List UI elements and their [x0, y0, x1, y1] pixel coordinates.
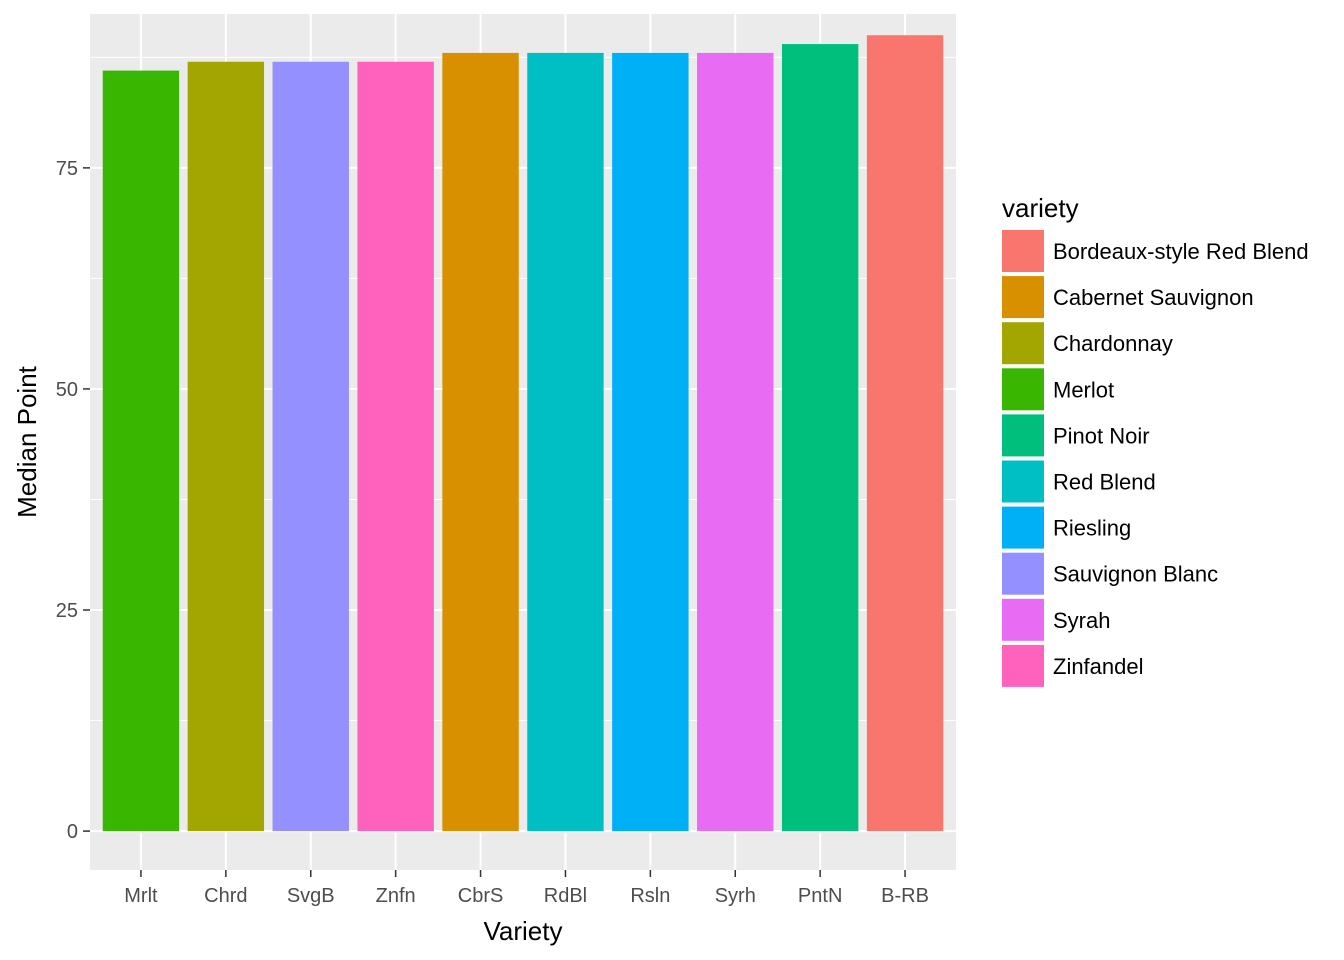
legend-swatch [1002, 506, 1044, 549]
x-tick-label: PntN [798, 885, 842, 907]
legend-label: Riesling [1053, 516, 1131, 541]
x-tick-label: Syrh [715, 885, 756, 907]
bar-b-rb [866, 35, 944, 832]
x-tick-label: Znfn [376, 885, 416, 907]
legend-swatch [1002, 368, 1044, 411]
bar-syrh [697, 52, 774, 832]
bar-znfn [357, 61, 434, 832]
x-tick-label: Mrlt [124, 885, 158, 907]
x-tick-label: RdBl [544, 885, 587, 907]
legend-label: Syrah [1053, 608, 1110, 633]
bar-rdbl [527, 52, 604, 832]
legend-label: Bordeaux-style Red Blend [1053, 239, 1309, 264]
x-tick-label: CbrS [458, 885, 504, 907]
legend-swatch [1002, 414, 1044, 457]
legend-label: Zinfandel [1053, 654, 1144, 679]
legend-title: variety [1002, 193, 1079, 223]
bar-cbrs [442, 52, 519, 832]
legend-swatch [1002, 598, 1044, 641]
bar-pntn [781, 44, 859, 832]
legend-swatch [1002, 644, 1044, 687]
bar-svgb [272, 61, 349, 832]
legend-swatch [1002, 230, 1044, 272]
legend-swatch [1002, 276, 1044, 319]
x-tick-label: Rsln [630, 885, 670, 907]
legend-swatch [1002, 552, 1044, 595]
bar-chrd [187, 61, 265, 832]
legend-label: Merlot [1053, 377, 1114, 402]
legend-label: Chardonnay [1053, 331, 1173, 356]
legend: variety Bordeaux-style Red Blend Cabernet… [1002, 193, 1309, 687]
bar-mrlt [102, 70, 180, 832]
legend-label: Red Blend [1053, 470, 1156, 495]
x-tick-label: B-RB [881, 885, 929, 907]
x-axis-title: Variety [484, 916, 563, 946]
legend-label: Sauvignon Blanc [1053, 562, 1218, 587]
y-tick-label: 50 [56, 379, 78, 401]
y-tick-label: 0 [67, 821, 78, 843]
legend-label: Cabernet Sauvignon [1053, 285, 1254, 310]
legend-label: Pinot Noir [1053, 423, 1150, 448]
x-axis: Mrlt Chrd SvgB Znfn CbrS RdBl Rsln Syrh PntN B-RB [124, 870, 929, 907]
bars [102, 35, 944, 832]
x-tick-label: SvgB [287, 885, 335, 907]
y-axis: 0 25 50 75 [56, 158, 90, 843]
y-axis-title: Median Point [12, 365, 42, 518]
bar-rsln [612, 52, 689, 832]
y-tick-label: 75 [56, 158, 78, 180]
legend-swatch [1002, 460, 1044, 503]
y-tick-label: 25 [56, 600, 78, 622]
x-tick-label: Chrd [204, 885, 247, 907]
legend-swatch [1002, 322, 1044, 365]
